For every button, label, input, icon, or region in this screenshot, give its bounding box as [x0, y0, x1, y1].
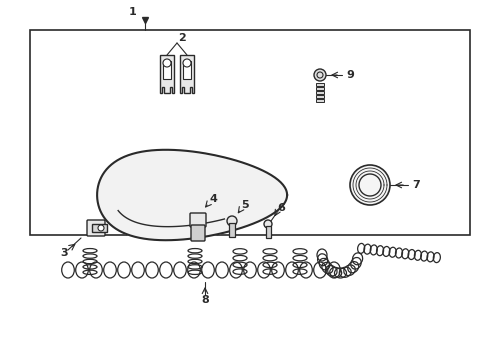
Text: 2: 2 [178, 33, 185, 43]
Polygon shape [315, 91, 324, 94]
Text: 7: 7 [411, 180, 419, 190]
FancyBboxPatch shape [190, 213, 205, 227]
Polygon shape [315, 95, 324, 98]
Text: 4: 4 [209, 194, 217, 204]
Text: 1: 1 [129, 7, 137, 17]
Circle shape [226, 216, 237, 226]
Circle shape [183, 59, 191, 67]
FancyBboxPatch shape [87, 220, 105, 236]
Text: 9: 9 [346, 70, 353, 80]
Polygon shape [315, 99, 324, 102]
Bar [92, 224, 107, 232]
Polygon shape [160, 55, 174, 93]
Polygon shape [97, 150, 286, 240]
Bar [183, 61, 191, 79]
Polygon shape [180, 55, 194, 93]
Bar [265, 226, 270, 238]
Bar [163, 61, 171, 79]
Circle shape [98, 225, 104, 231]
Bar [228, 223, 235, 237]
Text: 8: 8 [201, 295, 208, 305]
Bar [30, 30, 469, 235]
Text: 3: 3 [60, 248, 68, 258]
Circle shape [313, 69, 325, 81]
Text: 6: 6 [277, 203, 285, 213]
Polygon shape [315, 83, 324, 86]
Circle shape [264, 220, 271, 228]
Polygon shape [315, 87, 324, 90]
FancyBboxPatch shape [191, 225, 204, 241]
Text: 5: 5 [241, 200, 248, 210]
Circle shape [163, 59, 171, 67]
Circle shape [349, 165, 389, 205]
